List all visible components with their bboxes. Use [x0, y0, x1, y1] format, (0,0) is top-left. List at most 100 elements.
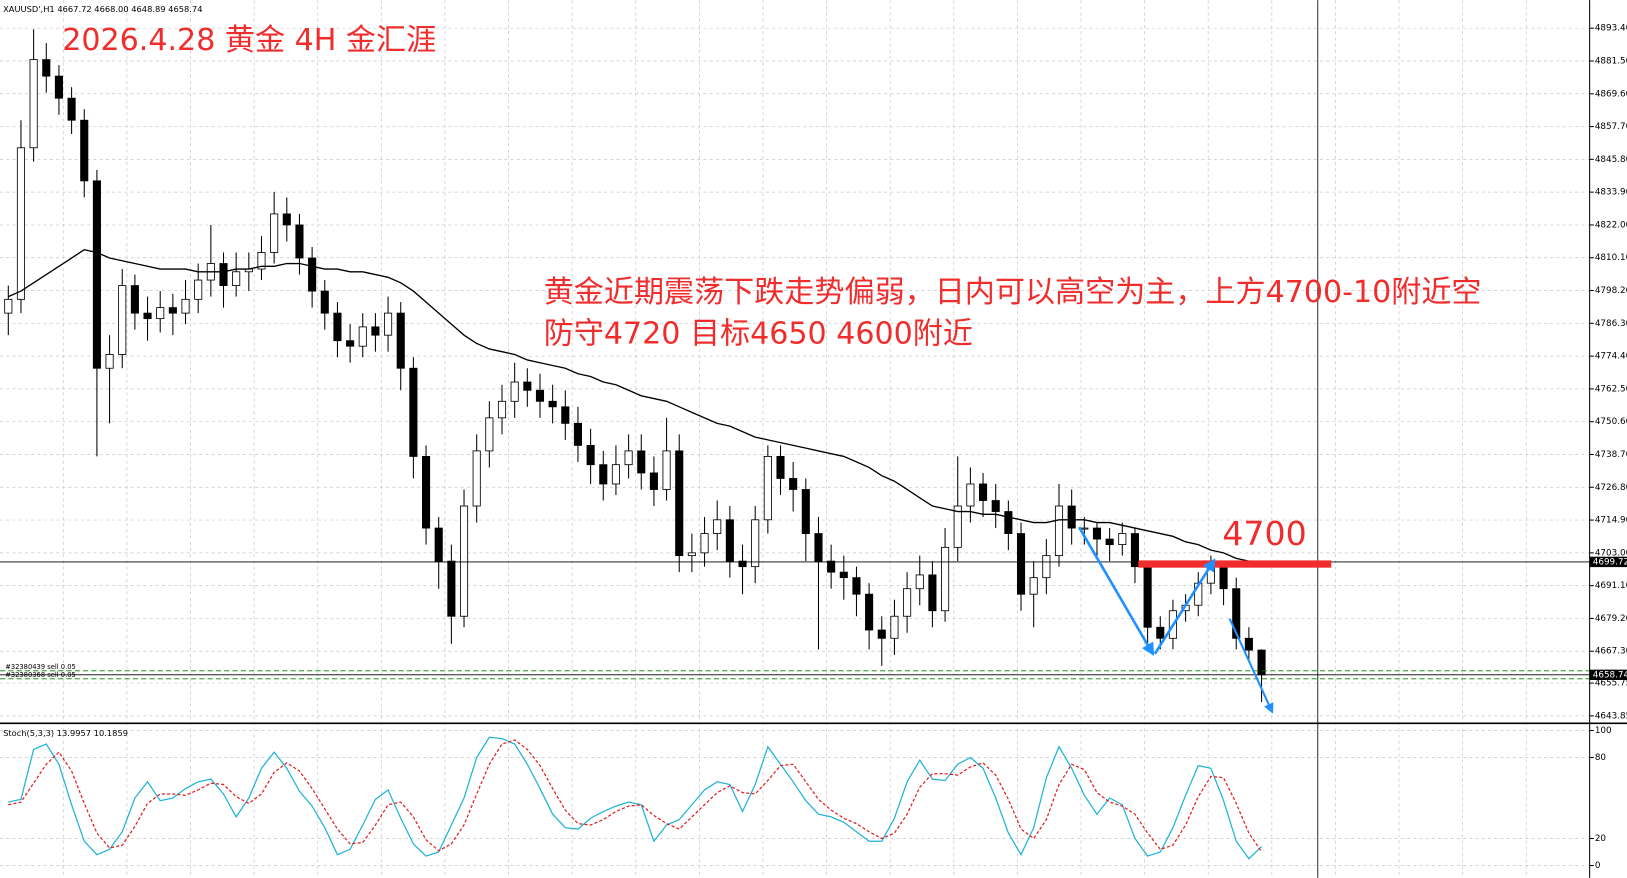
candle-body [1042, 555, 1051, 579]
candle-body [1143, 566, 1152, 628]
candle-body [890, 615, 899, 639]
indicator-line [8, 736, 1262, 860]
candle-body [80, 119, 89, 182]
candle-body [422, 456, 431, 529]
y-tick-label: 4798.20 [1595, 286, 1627, 296]
y-tick-label: 0 [1595, 861, 1601, 871]
y-tick-label: 4833.90 [1595, 188, 1627, 198]
candle-body [168, 307, 177, 314]
candle-body [1219, 566, 1228, 590]
y-tick-label: 4691.10 [1595, 581, 1627, 591]
candle-body [561, 406, 570, 424]
y-tick-label: 4810.10 [1595, 253, 1627, 263]
price-label: 4658.74 [1593, 670, 1627, 680]
candle-body [320, 290, 329, 314]
candle-body [16, 147, 26, 300]
y-tick-label: 4845.80 [1595, 155, 1627, 165]
candle-body [1067, 505, 1076, 529]
candle-body [738, 560, 747, 568]
grid-layer [0, 0, 1590, 878]
candle-body [1016, 533, 1026, 595]
y-tick-label: 4893.40 [1595, 24, 1627, 34]
candle-body [675, 450, 684, 557]
candle-body [333, 312, 342, 342]
indicator-title: Stoch(5,3,3) 13.9957 10.1859 [3, 728, 128, 738]
y-tick-label: 4714.90 [1595, 516, 1627, 526]
candle-body [105, 354, 114, 369]
y-tick-label: 4655.75 [1595, 679, 1627, 689]
annotation: 黄金近期震荡下跌走势偏弱，日内可以高空为主，上方4700-10附近空 [544, 275, 1482, 310]
candle-body [877, 629, 886, 639]
candle-body [624, 450, 633, 466]
y-tick-label: 4738.70 [1595, 450, 1627, 460]
candle-body [852, 577, 861, 595]
candle-body [1244, 637, 1253, 651]
candle-body [586, 444, 595, 466]
candle-body [839, 571, 848, 579]
candle-body [713, 519, 722, 534]
y-tick-label: 4703.00 [1595, 548, 1627, 558]
candle-body [966, 483, 975, 507]
candle-body [459, 505, 469, 617]
y-tick-label: 20 [1595, 834, 1607, 844]
candle-body [118, 285, 127, 355]
price-label: 4699.72 [1593, 557, 1627, 567]
y-tick-label: 4869.60 [1595, 89, 1627, 99]
candle-body [232, 271, 241, 286]
candle-body [1080, 527, 1089, 530]
y-tick-label: 4667.30 [1595, 647, 1627, 657]
candle-body [54, 75, 63, 99]
candle-body [1156, 626, 1165, 639]
candle-body [42, 59, 51, 77]
y-tick-label: 4822.00 [1595, 220, 1627, 230]
candle-body [1004, 511, 1013, 534]
candle-body [409, 367, 418, 457]
candle-body [510, 381, 519, 402]
arrow [1153, 558, 1216, 655]
indicator-line [8, 739, 1263, 853]
y-tick-label: 80 [1595, 753, 1607, 763]
candle-body [1118, 533, 1127, 546]
candle-body [941, 546, 950, 612]
y-tick-label: 4750.60 [1595, 417, 1627, 427]
candle-body [1054, 505, 1064, 557]
candle-body [219, 263, 228, 286]
y-tick-label: 4762.50 [1595, 384, 1627, 394]
moving-average [8, 249, 1262, 565]
candle-body [599, 464, 608, 485]
candle-body [92, 180, 101, 369]
candle-body [472, 450, 481, 507]
candle-body [1092, 527, 1102, 540]
candle-body [434, 527, 443, 562]
axis-layer: 4893.40 4881.50 4869.60 4857.70 4845.80 4833.… [5, 24, 1627, 871]
candle-body [649, 472, 658, 490]
candle-body [928, 574, 937, 612]
candle-body [827, 560, 836, 573]
y-tick-label: 4726.80 [1595, 483, 1627, 493]
order-label: #32380368 sell 0.05 [5, 671, 76, 679]
candle-body [156, 307, 165, 320]
arrow [1228, 618, 1274, 714]
candle-body [181, 298, 190, 314]
candle-body [814, 533, 823, 562]
candle-body [776, 456, 785, 479]
candle-body [725, 519, 734, 562]
candle-body [573, 422, 583, 446]
candle-body [1105, 538, 1114, 546]
candle-body [497, 400, 507, 419]
y-tick-label: 100 [1595, 726, 1612, 736]
candle-body [485, 417, 494, 452]
candle-body [1232, 588, 1241, 639]
candle-body [611, 464, 620, 485]
candle-body [4, 298, 13, 314]
price-label-box [1589, 556, 1627, 568]
annotation: 防守4720 目标4650 4600附近 [544, 317, 973, 352]
candle-body [257, 252, 266, 270]
y-tick-label: 4774.40 [1595, 352, 1627, 362]
candle-body [1130, 533, 1140, 568]
candle-body [915, 574, 924, 590]
candle-body [700, 533, 709, 554]
